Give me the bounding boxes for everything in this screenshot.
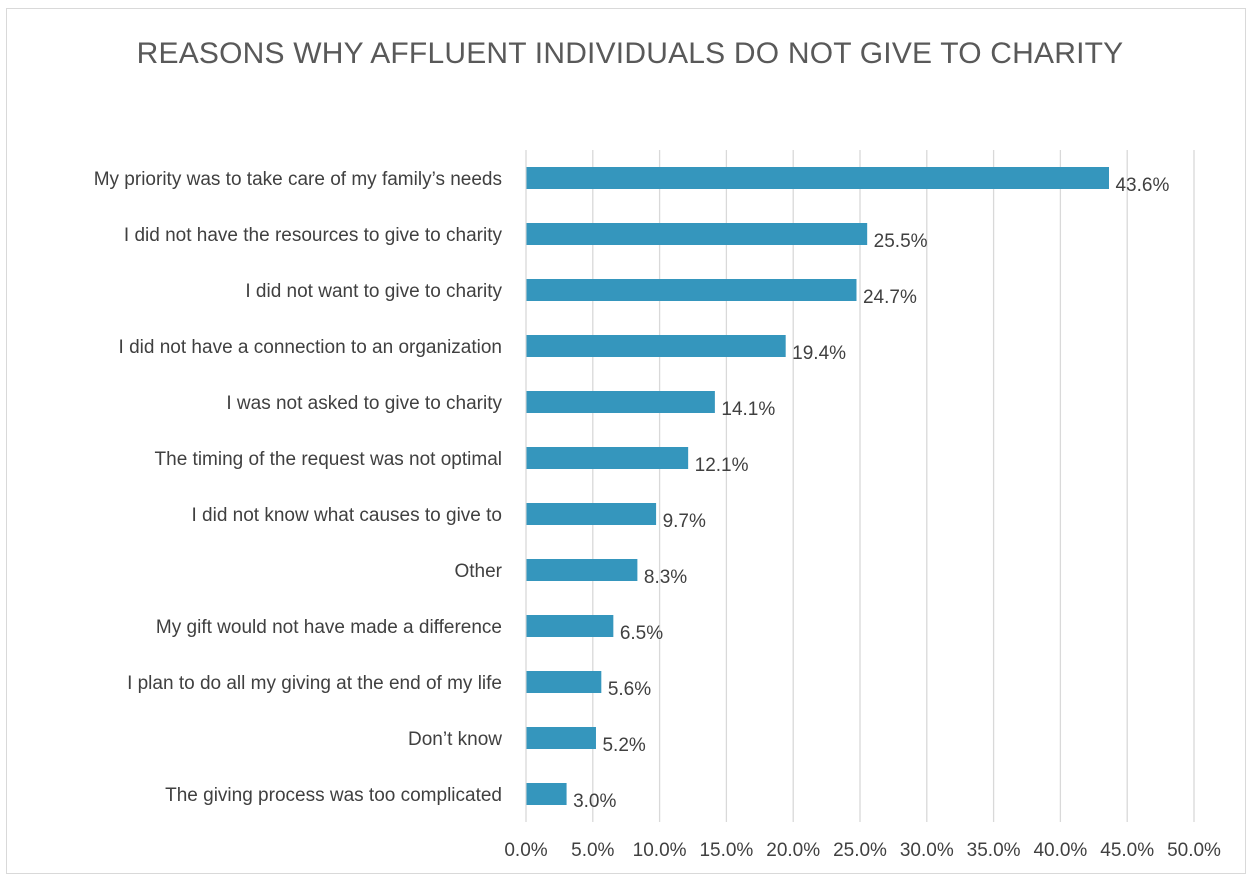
x-tick-label: 45.0% [1100, 840, 1154, 861]
bar [526, 391, 715, 413]
x-tick-label: 25.0% [833, 840, 887, 861]
category-label: The giving process was too complicated [165, 785, 502, 806]
bar [526, 783, 567, 805]
data-label: 19.4% [792, 343, 846, 364]
bar [526, 727, 596, 749]
data-label: 5.6% [608, 679, 651, 700]
data-label: 43.6% [1115, 175, 1169, 196]
bar [526, 335, 786, 357]
data-label: 5.2% [602, 735, 645, 756]
x-tick-label: 5.0% [571, 840, 614, 861]
x-tick-label: 20.0% [766, 840, 820, 861]
x-tick-label: 15.0% [699, 840, 753, 861]
bar [526, 671, 602, 693]
x-tick-label: 40.0% [1033, 840, 1087, 861]
x-tick-label: 30.0% [900, 840, 954, 861]
data-label: 9.7% [663, 511, 706, 532]
bar [526, 223, 868, 245]
data-label: 12.1% [695, 455, 749, 476]
category-label: I did not know what causes to give to [191, 505, 502, 526]
data-label: 6.5% [620, 623, 663, 644]
x-tick-label: 35.0% [967, 840, 1021, 861]
bar [526, 447, 689, 469]
category-label: My priority was to take care of my famil… [94, 169, 502, 190]
category-label: My gift would not have made a difference [156, 617, 502, 638]
chart-area [6, 8, 1246, 874]
bar [526, 503, 657, 525]
category-label: Other [454, 561, 502, 582]
bar [526, 279, 857, 301]
data-label: 3.0% [573, 791, 616, 812]
x-tick-label: 50.0% [1167, 840, 1221, 861]
category-label: I did not have the resources to give to … [124, 225, 503, 246]
category-label: I did not have a connection to an organi… [119, 337, 502, 358]
data-label: 14.1% [721, 399, 775, 420]
category-label: I was not asked to give to charity [226, 393, 502, 414]
data-label: 8.3% [644, 567, 687, 588]
category-label: I did not want to give to charity [245, 281, 502, 302]
bar [526, 167, 1109, 189]
bar [526, 615, 614, 637]
x-tick-label: 10.0% [633, 840, 687, 861]
bar [526, 559, 638, 581]
category-label: The timing of the request was not optima… [155, 449, 502, 470]
x-tick-label: 0.0% [504, 840, 547, 861]
category-label: Don’t know [408, 729, 502, 750]
category-label: I plan to do all my giving at the end of… [127, 673, 502, 694]
data-label: 25.5% [874, 231, 928, 252]
chart-title: REASONS WHY AFFLUENT INDIVIDUALS DO NOT … [136, 37, 1124, 70]
data-label: 24.7% [863, 287, 917, 308]
